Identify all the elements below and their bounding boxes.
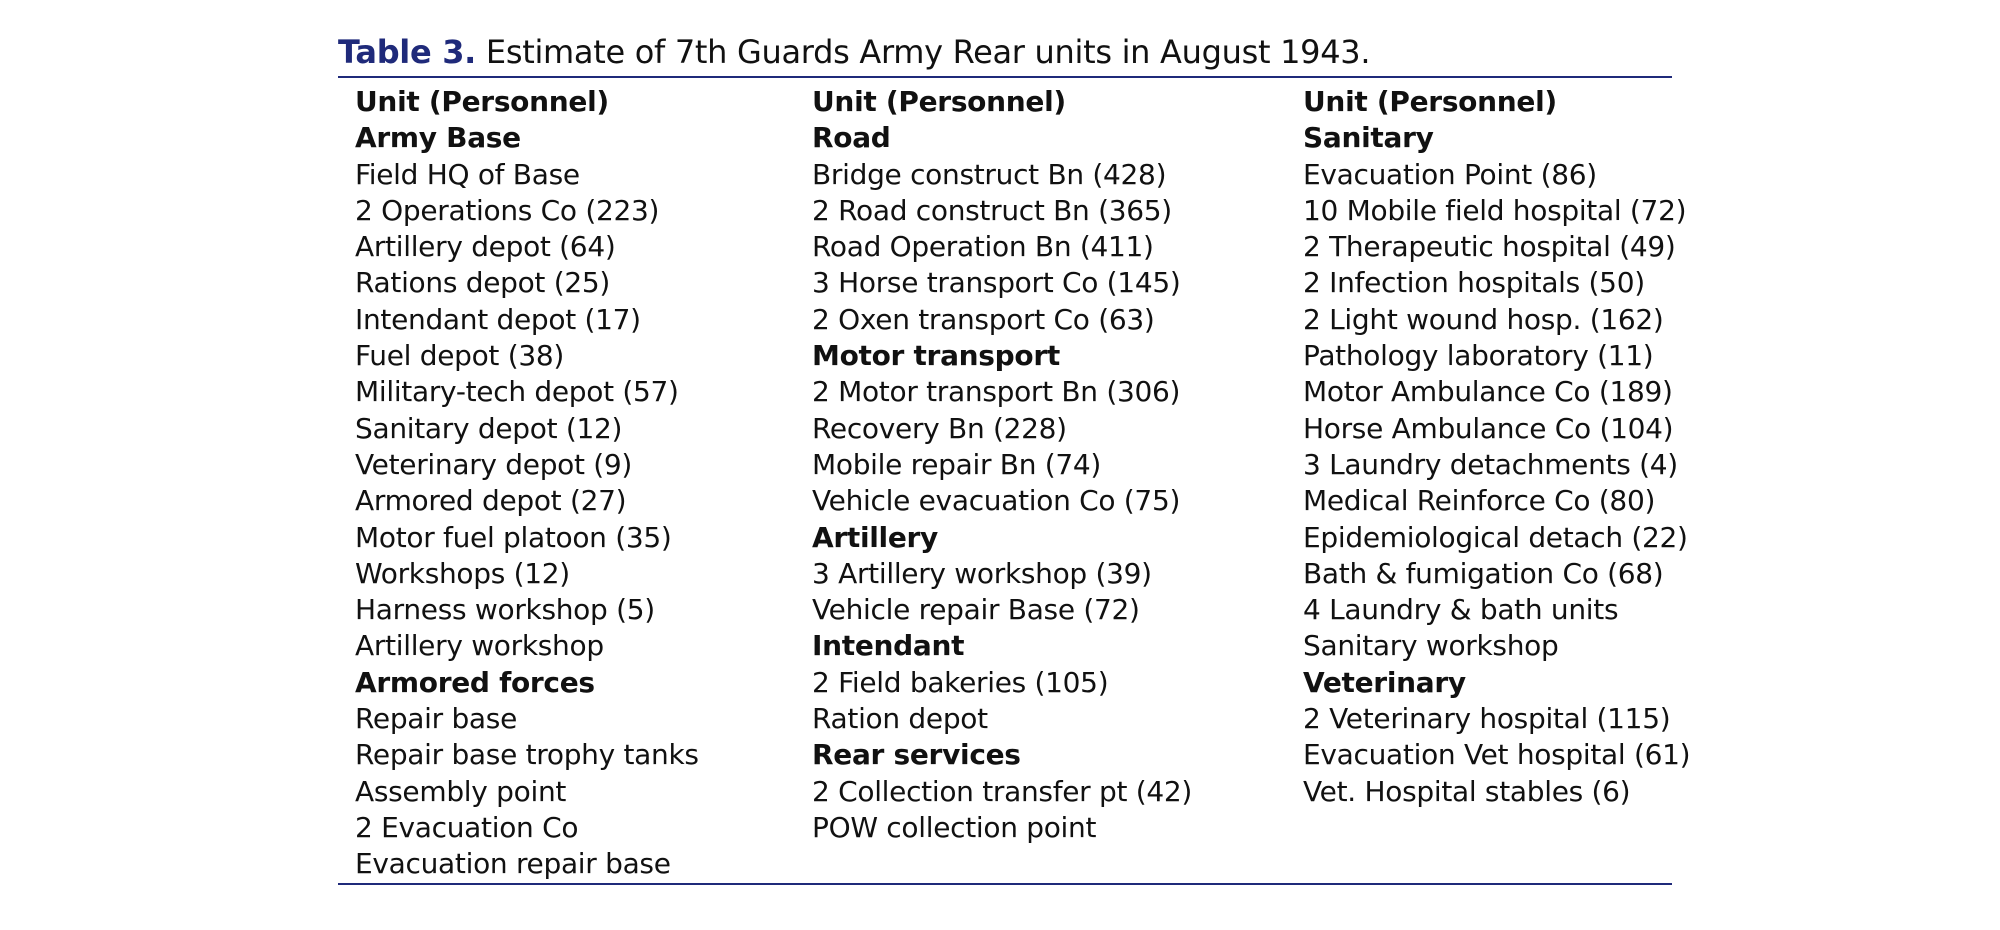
table-section-heading: Unit (Personnel) [355,85,609,118]
table-cell: Veterinary depot (9) [355,447,633,481]
table-cell: 2 Operations Co (223) [355,193,660,227]
table-cell: 2 Light wound hosp. (162) [1303,302,1664,336]
table-cell: 2 Therapeutic hospital (49) [1303,230,1676,264]
table-column-1: Unit (Personnel) Army Base Field HQ of Bas… [355,84,699,883]
table-caption: Table 3. Estimate of 7th Guards Army Rea… [338,30,1371,74]
table-cell: Repair base trophy tanks [355,738,699,772]
table-cell: 3 Artillery workshop (39) [812,556,1152,590]
table-bottom-rule [338,883,1672,885]
table-cell: 2 Oxen transport Co (63) [812,302,1155,336]
table-cell: 2 Motor transport Bn (306) [812,375,1181,409]
table-cell: Vehicle repair Base (72) [812,593,1140,627]
table-cell: Motor Ambulance Co (189) [1303,375,1673,409]
table-section-heading: Motor transport [812,339,1060,373]
table-title: Estimate of 7th Guards Army Rear units i… [485,33,1371,71]
table-section-heading: Road [812,121,891,155]
table-cell: Road Operation Bn (411) [812,230,1154,264]
table-section-heading: Unit (Personnel) [1303,85,1557,118]
table-cell: Evacuation repair base [355,847,671,881]
table-cell: Vet. Hospital stables (6) [1303,774,1631,808]
table-cell: Recovery Bn (228) [812,411,1067,445]
table-cell: Intendant depot (17) [355,302,641,336]
table-cell: Sanitary depot (12) [355,411,623,445]
table-cell: 2 Evacuation Co [355,810,579,844]
table-cell: Medical Reinforce Co (80) [1303,484,1656,518]
table-cell: 2 Road construct Bn (365) [812,193,1172,227]
table-cell: Epidemiological detach (22) [1303,520,1688,554]
table-cell: 3 Horse transport Co (145) [812,266,1181,300]
table-cell: Bath & fumigation Co (68) [1303,556,1664,590]
table-cell: Mobile repair Bn (74) [812,447,1102,481]
table-cell: 2 Veterinary hospital (115) [1303,702,1671,736]
table-column-3: Unit (Personnel) Sanitary Evacuation Point… [1303,84,1691,810]
table-cell: Fuel depot (38) [355,339,564,373]
table-cell: 2 Collection transfer pt (42) [812,774,1193,808]
table-cell: Armored depot (27) [355,484,627,518]
table-cell: Artillery workshop [355,629,604,663]
table-section-heading: Artillery [812,520,939,554]
table-cell: 2 Infection hospitals (50) [1303,266,1645,300]
table-cell: 4 Laundry & bath units [1303,593,1619,627]
table-cell: POW collection point [812,810,1097,844]
table-cell: Sanitary workshop [1303,629,1559,663]
table-cell: Field HQ of Base [355,157,580,191]
table-cell: Pathology laboratory (11) [1303,339,1654,373]
table-cell: Workshops (12) [355,556,570,590]
table-cell: Rations depot (25) [355,266,610,300]
table-cell: 10 Mobile field hospital (72) [1303,193,1687,227]
table-cell: Repair base [355,702,517,736]
table-cell: Bridge construct Bn (428) [812,157,1167,191]
table-cell: Military-tech depot (57) [355,375,679,409]
table-top-rule [338,76,1672,78]
table-cell: 3 Laundry detachments (4) [1303,447,1678,481]
table-section-heading: Veterinary [1303,665,1466,699]
table-section-heading: Army Base [355,121,521,155]
table-section-heading: Sanitary [1303,121,1434,155]
table-section-heading: Intendant [812,629,965,663]
table-cell: Assembly point [355,774,567,808]
table-cell: Evacuation Vet hospital (61) [1303,738,1691,772]
table-cell: Motor fuel platoon (35) [355,520,672,554]
table-section-heading: Armored forces [355,665,595,699]
table-section-heading: Rear services [812,738,1021,772]
table-section-heading: Unit (Personnel) [812,85,1066,118]
table-cell: Horse Ambulance Co (104) [1303,411,1674,445]
table-cell: Vehicle evacuation Co (75) [812,484,1181,518]
table-cell: 2 Field bakeries (105) [812,665,1109,699]
table-cell: Evacuation Point (86) [1303,157,1597,191]
table-cell: Ration depot [812,702,988,736]
table-number: Table 3. [338,33,477,71]
table-column-2: Unit (Personnel) Road Bridge construct Bn … [812,84,1192,846]
table-cell: Harness workshop (5) [355,593,655,627]
table-cell: Artillery depot (64) [355,230,616,264]
